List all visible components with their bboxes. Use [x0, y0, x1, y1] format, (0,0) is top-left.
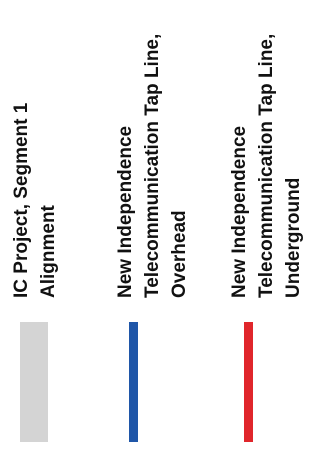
segment-alignment-swatch — [20, 322, 48, 442]
overhead-line-swatch — [129, 322, 138, 442]
label-line: New Independence — [115, 125, 136, 298]
label-line: Alignment — [38, 205, 59, 298]
label-line: IC Project, Segment 1 — [11, 102, 32, 298]
label-line: Telecommunication Tap Line, — [142, 33, 163, 298]
label-line: Overhead — [169, 210, 190, 298]
underground-line-label: New Independence Telecommunication Tap L… — [226, 34, 307, 298]
overhead-line-label: New Independence Telecommunication Tap L… — [112, 34, 193, 298]
underground-line-swatch — [244, 322, 253, 442]
label-line: Underground — [283, 177, 304, 298]
segment-alignment-label: IC Project, Segment 1 Alignment — [8, 103, 62, 298]
label-line: Telecommunication Tap Line, — [256, 33, 277, 298]
label-line: New Independence — [229, 125, 250, 298]
